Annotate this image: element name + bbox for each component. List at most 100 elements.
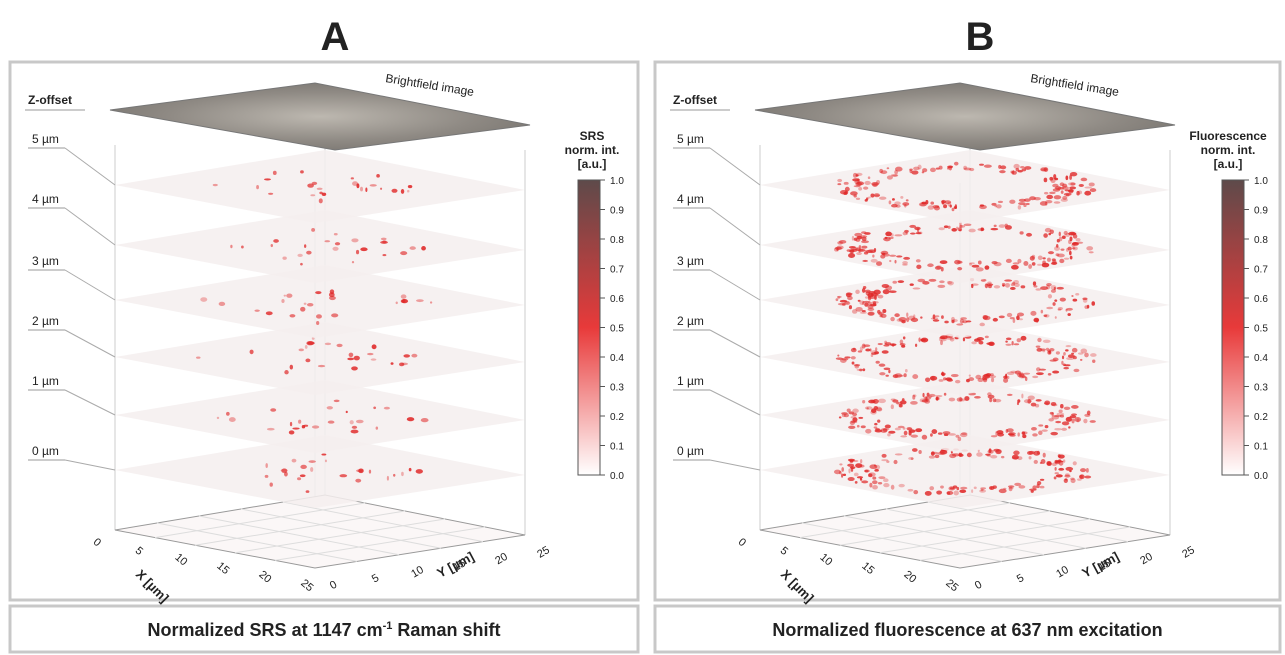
signal-spot	[951, 207, 955, 212]
signal-spot	[841, 473, 844, 478]
signal-spot	[874, 464, 881, 470]
signal-spot	[857, 178, 860, 183]
colorbar-tick-label: 0.3	[1254, 383, 1268, 394]
z-plane	[115, 150, 525, 223]
signal-spot	[938, 379, 944, 382]
signal-spot	[1059, 258, 1065, 264]
signal-spot	[963, 167, 972, 171]
signal-spot	[976, 452, 983, 457]
signal-spot	[1045, 347, 1050, 351]
signal-spot	[1067, 246, 1072, 251]
colorbar-tick-label: 0.5	[610, 324, 624, 335]
signal-spot	[1000, 455, 1005, 459]
signal-spot	[1020, 285, 1026, 289]
signal-spot	[1006, 312, 1013, 318]
signal-spot	[1019, 231, 1024, 235]
signal-spot	[1017, 432, 1020, 437]
signal-spot	[1023, 198, 1031, 202]
signal-spot	[854, 364, 860, 369]
signal-spot	[960, 486, 968, 490]
signal-spot	[1069, 236, 1073, 242]
signal-spot	[894, 427, 902, 431]
signal-spot	[1089, 188, 1097, 193]
colorbar	[577, 179, 601, 476]
signal-spot	[928, 393, 936, 398]
signal-spot	[894, 259, 897, 264]
signal-spot	[292, 427, 300, 430]
signal-spot	[968, 377, 975, 381]
signal-spot	[841, 303, 846, 306]
signal-spot	[420, 417, 429, 423]
z-leader	[64, 207, 116, 246]
signal-spot	[1047, 350, 1052, 355]
signal-spot	[311, 425, 320, 429]
signal-spot	[844, 356, 851, 359]
signal-spot	[989, 397, 993, 403]
signal-spot	[254, 309, 260, 312]
z-plane	[115, 210, 525, 283]
signal-spot	[1047, 294, 1053, 299]
signal-spot	[352, 181, 358, 186]
signal-spot	[934, 265, 942, 270]
signal-spot	[1044, 400, 1051, 406]
signal-spot	[256, 185, 259, 190]
signal-spot	[1058, 231, 1061, 237]
signal-spot	[358, 468, 364, 474]
signal-spot	[1072, 246, 1078, 251]
signal-spot	[983, 164, 992, 168]
signal-spot	[979, 322, 985, 327]
signal-spot	[882, 308, 887, 313]
signal-spot	[1092, 359, 1096, 363]
signal-spot	[270, 408, 277, 412]
z-leader	[709, 207, 761, 246]
signal-spot	[1033, 285, 1038, 288]
signal-spot	[218, 301, 226, 306]
signal-spot	[847, 295, 853, 301]
signal-spot	[891, 343, 895, 347]
signal-spot	[993, 224, 997, 228]
signal-spot	[910, 457, 914, 460]
signal-spot	[1055, 351, 1060, 355]
signal-spot	[971, 489, 974, 493]
signal-spot	[858, 416, 864, 419]
signal-spot	[848, 468, 851, 474]
signal-spot	[886, 460, 890, 463]
y-axis-label: Y [µm]	[1079, 549, 1121, 581]
signal-spot	[289, 314, 296, 318]
signal-spot	[888, 200, 892, 205]
signal-spot	[894, 453, 903, 456]
signal-spot	[867, 307, 875, 311]
signal-spot	[319, 191, 323, 195]
signal-spot	[1013, 343, 1020, 346]
signal-spot	[934, 454, 940, 459]
signal-spot	[1043, 314, 1048, 318]
signal-spot	[1071, 413, 1077, 416]
signal-spot	[911, 448, 918, 452]
z-plane	[760, 322, 1170, 395]
signal-spot	[281, 468, 288, 474]
signal-spot	[1065, 232, 1070, 238]
z-leader	[709, 389, 761, 416]
signal-spot	[1010, 370, 1018, 374]
z-leader	[709, 147, 761, 186]
signal-spot	[945, 377, 952, 381]
signal-spot	[858, 245, 862, 249]
signal-spot	[315, 291, 322, 295]
signal-spot	[889, 254, 897, 257]
signal-spot	[1047, 372, 1052, 376]
signal-spot	[959, 489, 967, 493]
signal-spot	[1060, 404, 1064, 409]
signal-spot	[920, 316, 923, 319]
signal-spot	[1008, 486, 1013, 492]
signal-spot	[1053, 414, 1062, 418]
signal-spot	[1071, 347, 1078, 353]
z-offset-label: Z-offset	[28, 93, 72, 107]
colorbar-title: Fluorescence	[1189, 129, 1267, 143]
signal-spot	[984, 335, 989, 339]
signal-spot	[931, 451, 939, 455]
signal-spot	[945, 337, 954, 340]
y-tick-label: 25	[1180, 544, 1197, 561]
caption-text: Normalized SRS at 1147 cm	[148, 620, 383, 640]
floor-grid	[198, 515, 400, 556]
signal-spot	[943, 204, 948, 209]
